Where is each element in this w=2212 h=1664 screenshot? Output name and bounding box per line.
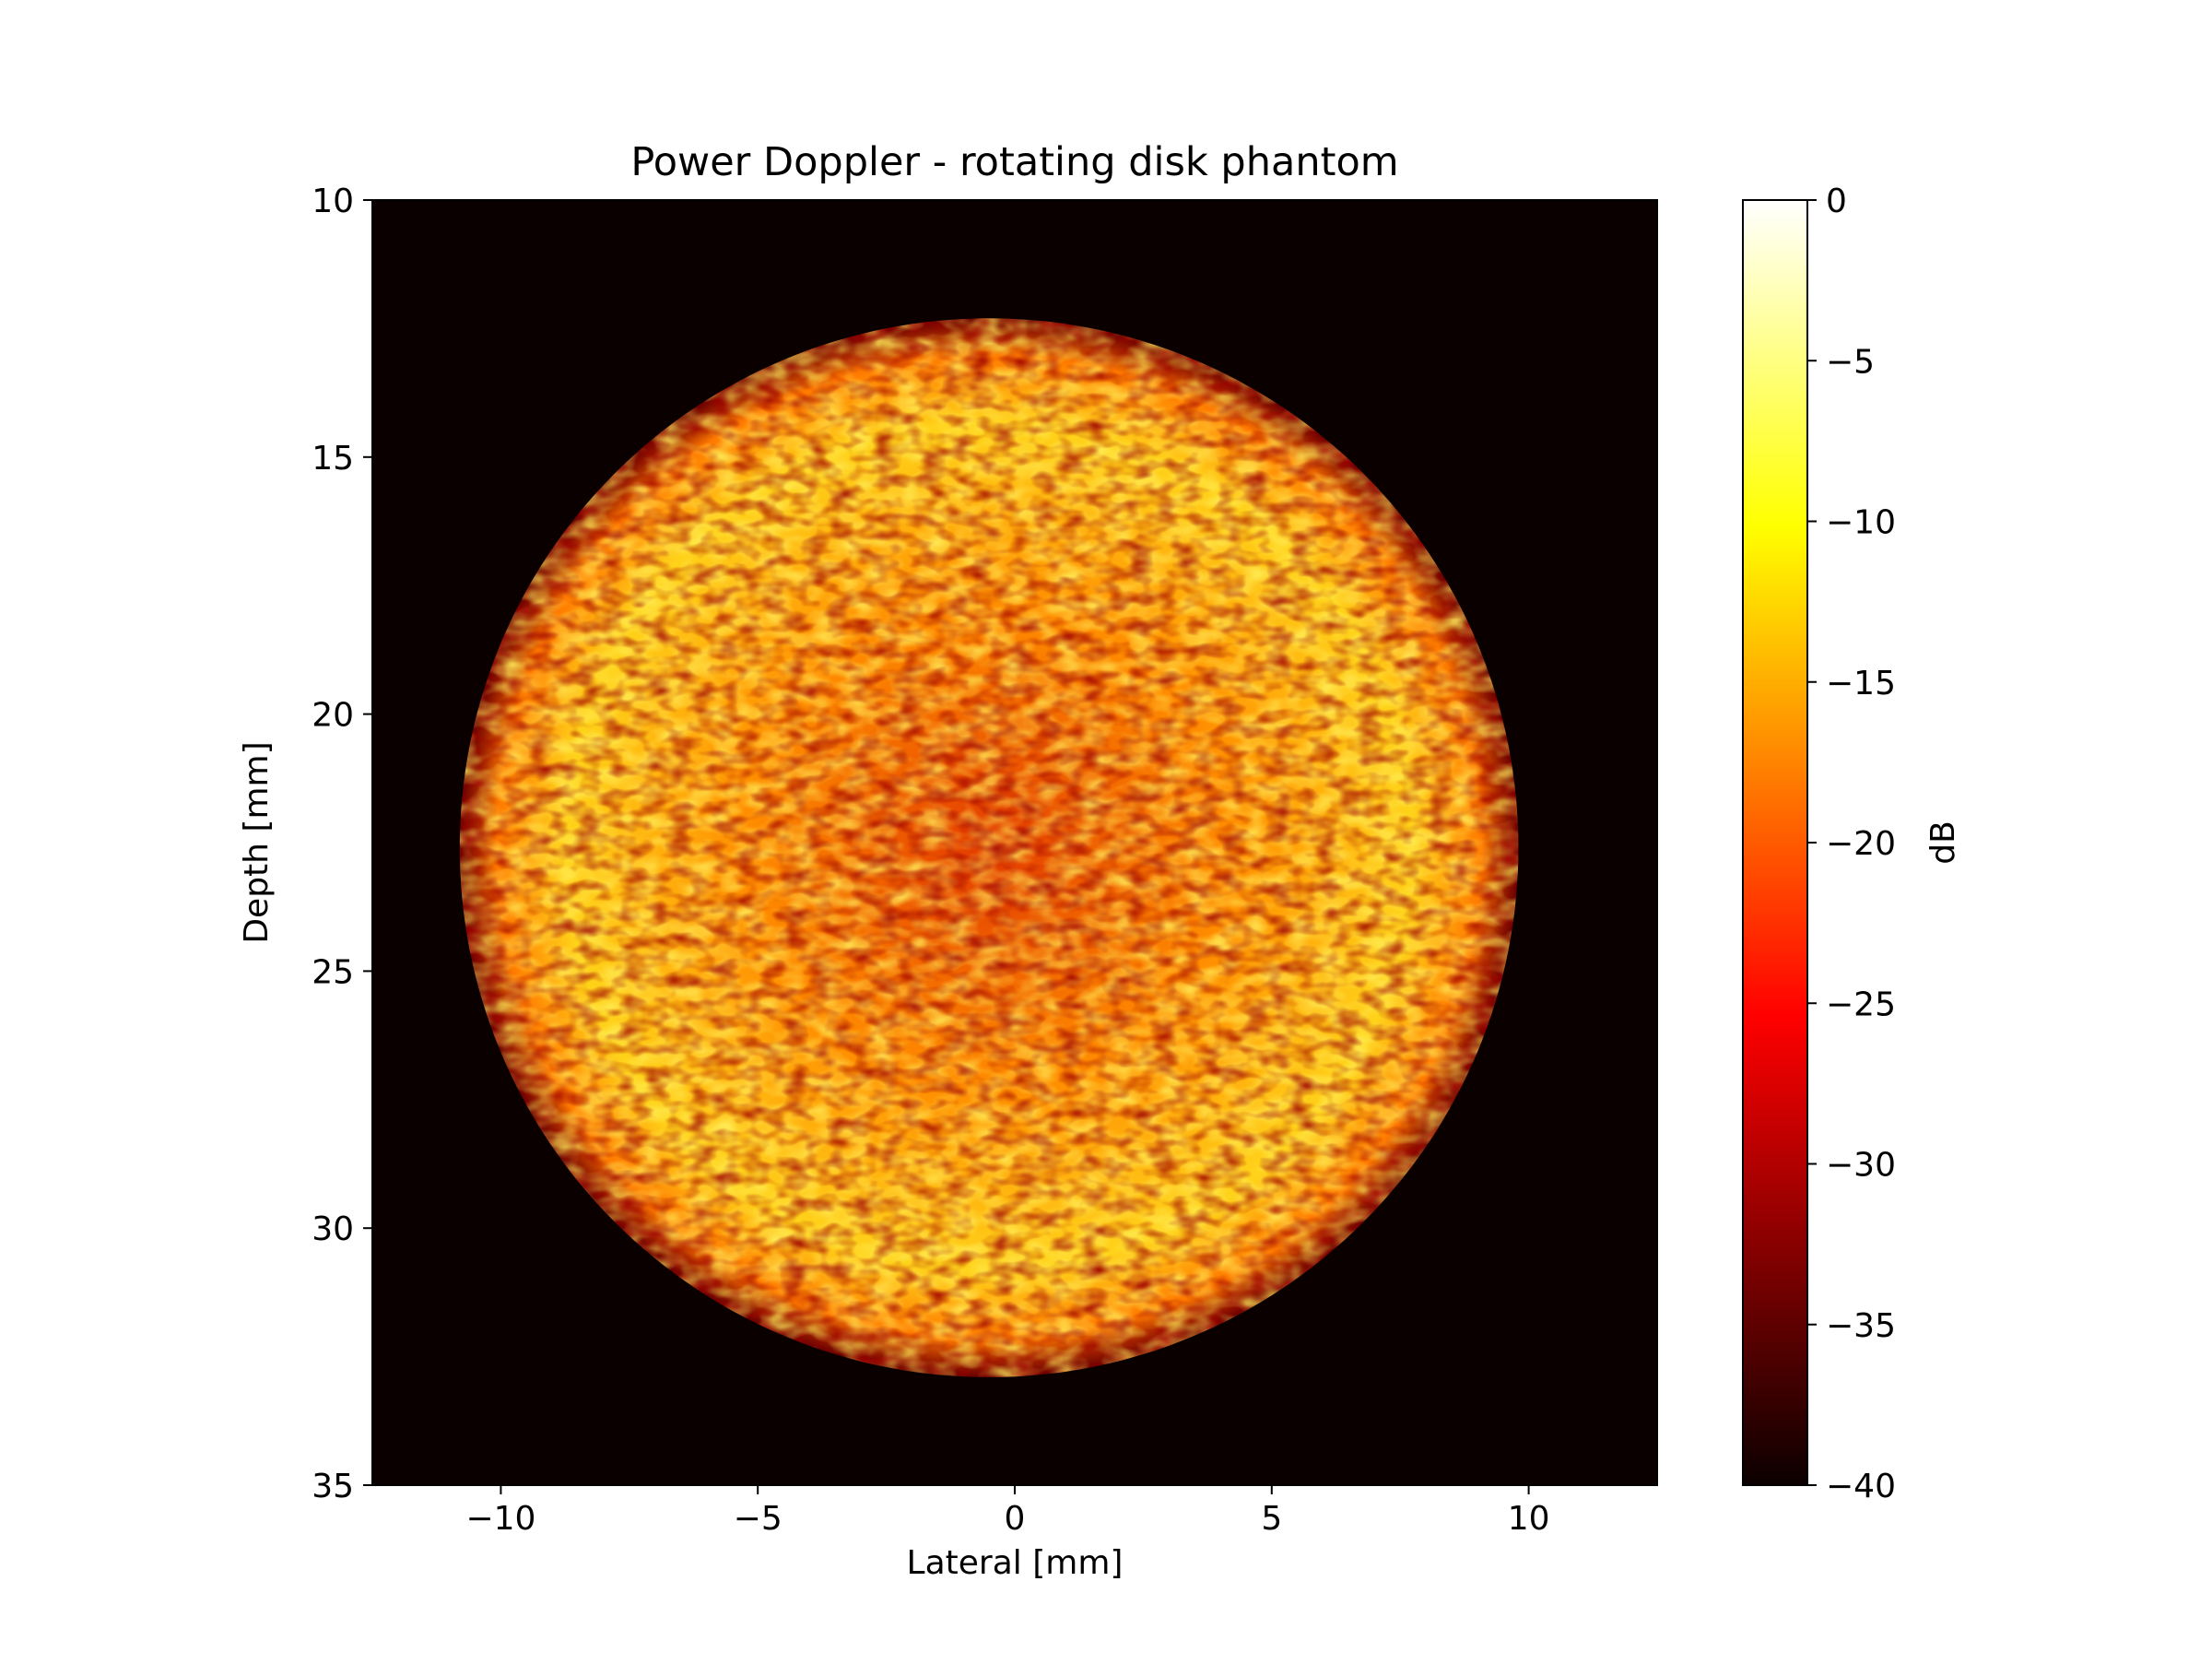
colorbar-tick-label: −15: [1826, 665, 1896, 702]
x-tick-label: 10: [1508, 1500, 1550, 1538]
colorbar-tick-label: 0: [1826, 183, 1847, 220]
y-tick-label: 25: [312, 953, 354, 991]
disk-speckle-dark: [459, 318, 1519, 1377]
plot-area: [372, 200, 1657, 1485]
y-tick-label: 15: [312, 440, 354, 478]
colorbar-tick-label: −25: [1826, 985, 1896, 1023]
chart-title: Power Doppler - rotating disk phantom: [630, 139, 1398, 185]
y-tick-label: 10: [312, 183, 354, 220]
colorbar-tick-label: −35: [1826, 1307, 1896, 1345]
x-tick-label: −5: [734, 1500, 782, 1538]
y-axis-label: Depth [mm]: [238, 741, 276, 943]
y-axis: 10 15 20 25 30 35: [312, 183, 372, 1505]
colorbar-tick-label: −20: [1826, 825, 1896, 863]
x-tick-label: 5: [1261, 1500, 1282, 1538]
colorbar: [1742, 199, 1808, 1486]
colorbar-axis: 0 −5 −10 −15 −20 −25 −30 −35 −40: [1807, 183, 1896, 1505]
y-tick-label: 30: [312, 1210, 354, 1248]
colorbar-tick-label: −40: [1826, 1468, 1896, 1505]
x-axis-label: Lateral [mm]: [907, 1544, 1124, 1582]
x-tick-label: −10: [465, 1500, 535, 1538]
y-tick-label: 35: [312, 1468, 354, 1505]
colorbar-label: dB: [1924, 820, 1962, 865]
y-tick-label: 20: [312, 697, 354, 735]
colorbar-tick-label: −10: [1826, 504, 1896, 542]
colorbar-tick-label: −30: [1826, 1147, 1896, 1185]
heatmap-disk: [459, 318, 1519, 1377]
x-tick-label: 0: [1005, 1500, 1026, 1538]
x-axis: −10 −5 0 5 10: [465, 1485, 1550, 1538]
colorbar-tick-label: −5: [1826, 343, 1875, 381]
